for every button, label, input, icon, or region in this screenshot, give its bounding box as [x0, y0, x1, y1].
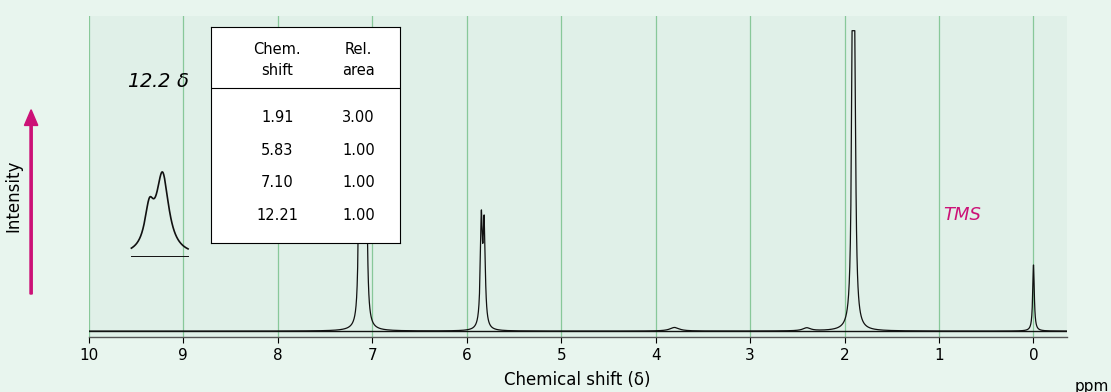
Text: 7.10: 7.10	[261, 175, 293, 190]
Text: 1.91: 1.91	[261, 111, 293, 125]
Text: 1.00: 1.00	[342, 175, 374, 190]
Text: area: area	[342, 63, 374, 78]
Text: Chem.: Chem.	[253, 42, 301, 56]
Text: Rel.: Rel.	[344, 42, 372, 56]
Text: 1.00: 1.00	[342, 143, 374, 158]
Text: 3.00: 3.00	[342, 111, 374, 125]
Text: 1.00: 1.00	[342, 207, 374, 223]
Text: TMS: TMS	[943, 206, 981, 224]
Text: shift: shift	[261, 63, 293, 78]
Text: 12.2 $\delta$: 12.2 $\delta$	[127, 72, 189, 91]
Text: 12.21: 12.21	[257, 207, 298, 223]
Text: ppm: ppm	[1075, 379, 1109, 392]
Text: 5.83: 5.83	[261, 143, 293, 158]
X-axis label: Chemical shift (δ): Chemical shift (δ)	[504, 371, 651, 389]
Text: Intensity: Intensity	[4, 160, 22, 232]
